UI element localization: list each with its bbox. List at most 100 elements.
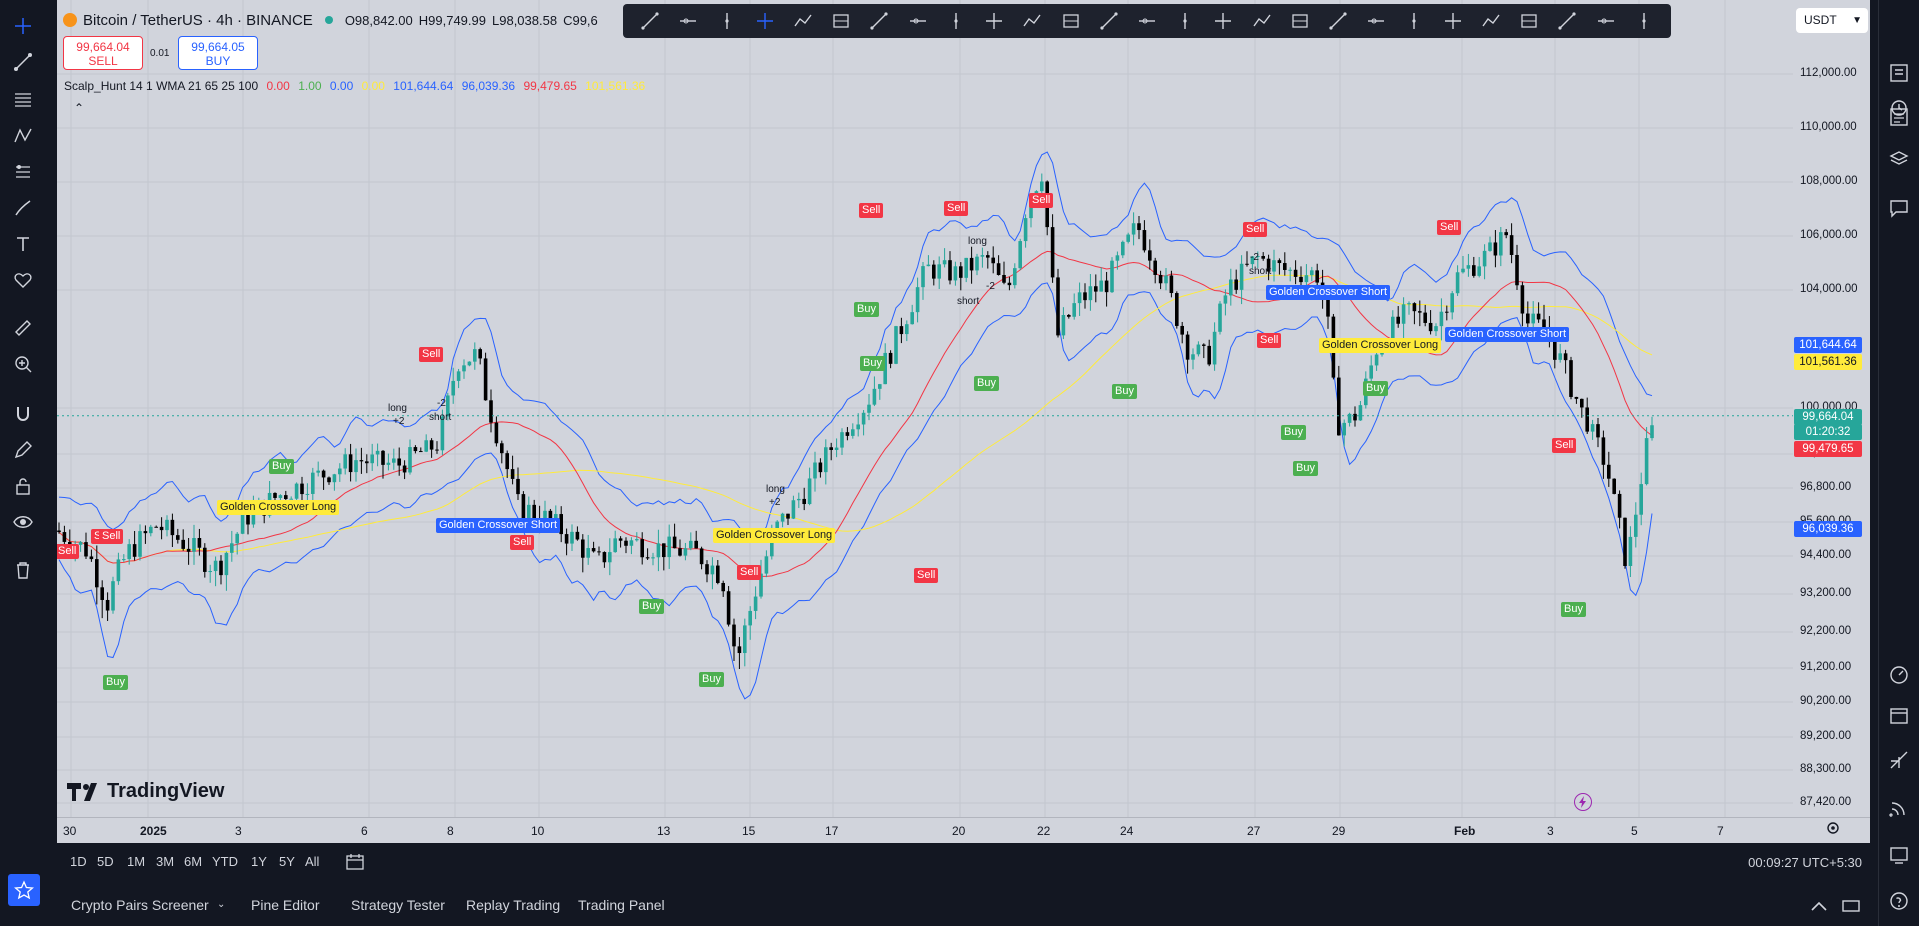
range-button-1d[interactable]: 1D [70,854,87,869]
signal-sell[interactable]: Sell [737,565,762,580]
signal-buy[interactable]: Buy [1281,425,1306,440]
chart-settings-gear-icon[interactable] [1825,820,1841,836]
signal-sell[interactable]: Sell [1437,220,1462,235]
signal-sell[interactable]: Sell [1029,193,1054,208]
symbol-title[interactable]: Bitcoin / TetherUS · 4h · BINANCE [83,11,313,29]
bottom-tab-replay-trading[interactable]: Replay Trading [466,897,561,913]
collapse-panel-chevron-up-icon[interactable] [1808,895,1830,917]
crosshair-icon[interactable] [746,6,784,36]
crosshair-icon[interactable] [6,12,40,40]
cypher-pattern-icon[interactable] [1357,6,1395,36]
pine-chart-icon[interactable] [1883,745,1915,775]
bottom-tab-pine-editor[interactable]: Pine Editor [251,897,320,913]
heart-icon[interactable] [6,266,40,294]
path-icon[interactable] [784,6,822,36]
signal-buy[interactable]: Buy [974,376,999,391]
signal-sell[interactable]: Sell [1257,333,1282,348]
vertical-line-icon[interactable] [707,6,745,36]
bottom-tab-trading-panel[interactable]: Trading Panel [578,897,665,913]
data-window-icon[interactable] [1883,102,1915,132]
signal-gc-long[interactable]: Golden Crossover Long [1319,338,1442,353]
regression-icon[interactable] [899,6,937,36]
broadcast-icon[interactable] [1883,793,1915,823]
sell-button[interactable]: 99,664.04 SELL [63,36,143,70]
xabcd-pattern-icon[interactable] [1319,6,1357,36]
time-axis[interactable]: 30 2025 3 6 8 10 13 15 17 20 22 24 27 29 Feb 3 5 7 [57,817,1870,843]
horizontal-ray-icon[interactable] [669,6,707,36]
signal-buy[interactable]: Buy [1561,602,1586,617]
horizontal-line-icon[interactable] [822,6,860,36]
signal-sell[interactable]: Sell [1243,222,1268,237]
lightning-alert-icon[interactable] [1574,793,1592,811]
signal-buy[interactable]: Buy [1363,381,1388,396]
parallel-channel-icon[interactable] [860,6,898,36]
trend-line-icon[interactable] [6,48,40,76]
fib-fan-icon[interactable] [975,6,1013,36]
range-button-1y[interactable]: 1Y [251,854,267,869]
signal-sell[interactable]: Sell [914,568,939,583]
lock-icon[interactable] [6,472,40,500]
anchored-text-icon[interactable] [1204,6,1242,36]
grid-icon[interactable] [1128,6,1166,36]
favorites-star-button[interactable] [8,874,40,906]
signal-gc-long[interactable]: Golden Crossover Long [713,528,836,543]
rectangle-icon[interactable] [1013,6,1051,36]
buy-button[interactable]: 99,664.05 BUY [178,36,258,70]
signal-gc-long[interactable]: Golden Crossover Long [217,500,340,515]
signal-sell[interactable]: Sell [510,535,535,550]
pencil-lock-icon[interactable] [6,436,40,464]
bottom-tab-crypto-pairs-screener[interactable]: Crypto Pairs Screener [71,897,209,913]
layers-icon[interactable] [1883,145,1915,175]
collapse-legend-chevron-up-icon[interactable]: ⌃ [73,101,85,115]
signal-gc-short[interactable]: Golden Crossover Short [1445,327,1569,342]
pitchfork-icon[interactable] [937,6,975,36]
trash-icon[interactable] [6,556,40,584]
signal-sell[interactable]: Sell [1552,438,1577,453]
signal-gc-short[interactable]: Golden Crossover Short [1266,285,1390,300]
range-button-5y[interactable]: 5Y [279,854,295,869]
signal-buy[interactable]: Buy [699,672,724,687]
notifications-icon[interactable] [1883,840,1915,870]
bottom-tab-strategy-tester[interactable]: Strategy Tester [351,897,445,913]
arc-icon[interactable] [1166,6,1204,36]
go-to-date-calendar-icon[interactable] [346,854,364,873]
signal-buy[interactable]: Buy [103,675,128,690]
ruler-icon[interactable] [6,314,40,342]
projection-icon[interactable] [1625,6,1663,36]
signal-buy[interactable]: Buy [1293,461,1318,476]
signal-sell[interactable]: Sell [944,201,969,216]
flag-icon[interactable] [1472,6,1510,36]
signal-sell[interactable]: Sell [419,347,444,362]
range-button-1m[interactable]: 1M [127,854,146,869]
fib-retracement-icon[interactable] [6,86,40,114]
range-button-ytd[interactable]: YTD [212,854,238,869]
maximize-panel-icon[interactable] [1840,895,1862,917]
signal-buy[interactable]: Buy [1112,384,1137,399]
abcd-pattern-icon[interactable] [1281,6,1319,36]
text-icon[interactable] [6,230,40,258]
range-button-3m[interactable]: 3M [156,854,175,869]
help-icon[interactable] [1883,886,1915,916]
signal-sell[interactable]: Sell [859,203,884,218]
signal-sell[interactable]: Sell [99,529,124,544]
speedometer-icon[interactable] [1883,660,1915,690]
clock-timezone[interactable]: 00:09:27 UTC+5:30 [1748,855,1862,870]
eye-icon[interactable] [6,508,40,536]
text-icon[interactable] [1243,6,1281,36]
watchlist-icon[interactable] [1883,58,1915,88]
indicator-legend[interactable]: Scalp_Hunt 14 1 WMA 21 65 25 100 0.00 1.… [64,79,650,93]
range-button-5d[interactable]: 5D [97,854,114,869]
signal-sell[interactable]: Sell [57,544,80,559]
magnet-icon[interactable] [6,400,40,428]
chat-icon[interactable] [1883,193,1915,223]
pattern-icon[interactable] [6,122,40,150]
chart-pane[interactable]: Buy Buy Buy Buy Buy Buy Buy Buy Buy Buy Buy Buy Sell… [57,0,1870,817]
currency-select[interactable]: USDT ▼ [1796,8,1868,33]
arrow-mark-icon[interactable] [1548,6,1586,36]
calendar-icon[interactable] [1883,700,1915,730]
elliott-wave-icon[interactable] [1434,6,1472,36]
polyline-icon[interactable] [1510,6,1548,36]
signal-buy[interactable]: Buy [269,459,294,474]
head-shoulders-icon[interactable] [1395,6,1433,36]
brush-icon[interactable] [1586,6,1624,36]
